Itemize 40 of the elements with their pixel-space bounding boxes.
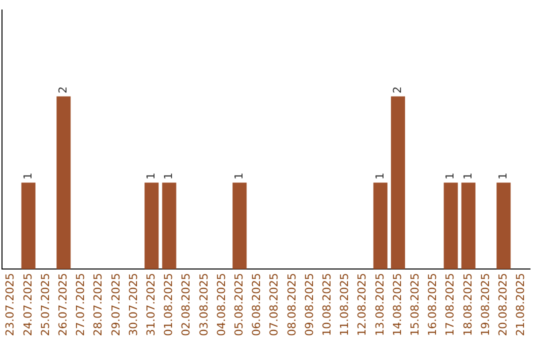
x-tick-label: 20.08.2025 (496, 273, 510, 336)
x-tick-label: 31.07.2025 (144, 273, 158, 336)
x-tick-label: 18.08.2025 (461, 273, 474, 336)
data-label: 1 (444, 172, 457, 180)
x-tick-label: 06.08.2025 (250, 273, 264, 336)
x-tick-label: 28.07.2025 (92, 273, 105, 336)
x-tick-label: 24.07.2025 (21, 273, 34, 336)
data-label: 1 (162, 172, 176, 180)
x-tick-label: 23.07.2025 (4, 273, 17, 336)
x-tick-label: 21.08.2025 (514, 273, 528, 336)
x-tick-label: 14.08.2025 (390, 273, 404, 336)
x-tick-label: 04.08.2025 (214, 273, 228, 336)
x-tick-label: 09.08.2025 (302, 273, 316, 336)
data-label: 1 (144, 172, 158, 180)
x-tick-label: 12.08.2025 (356, 273, 369, 336)
x-tick-label: 27.07.2025 (74, 273, 88, 336)
data-label: 2 (390, 86, 404, 94)
data-label: 1 (232, 172, 246, 180)
x-tick-label: 13.08.2025 (373, 273, 386, 336)
data-label: 1 (496, 172, 510, 180)
x-tick-label: 02.08.2025 (180, 273, 193, 336)
x-tick-label: 15.08.2025 (408, 273, 422, 336)
x-tick-label: 05.08.2025 (232, 273, 246, 336)
x-tick-label: 26.07.2025 (56, 273, 70, 336)
data-label: 1 (373, 172, 386, 180)
data-label: 1 (461, 172, 474, 180)
x-tick-label: 19.08.2025 (478, 273, 492, 336)
x-tick-label: 29.07.2025 (109, 273, 122, 336)
x-tick-label: 17.08.2025 (444, 273, 457, 336)
x-tick-label: 30.07.2025 (126, 273, 140, 336)
x-tick-label: 01.08.2025 (162, 273, 176, 336)
data-label: 2 (56, 86, 70, 94)
x-tick-label: 25.07.2025 (38, 273, 52, 336)
x-tick-label: 10.08.2025 (320, 273, 334, 336)
x-tick-label: 08.08.2025 (285, 273, 298, 336)
data-label: 1 (21, 172, 34, 180)
x-tick-label: 16.08.2025 (426, 273, 440, 336)
x-tick-label: 07.08.2025 (268, 273, 281, 336)
x-tick-label: 11.08.2025 (338, 273, 352, 336)
x-tick-label: 03.08.2025 (197, 273, 210, 336)
